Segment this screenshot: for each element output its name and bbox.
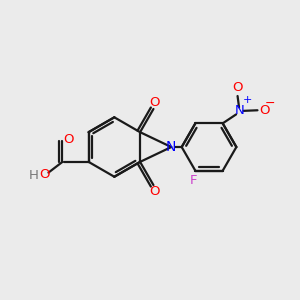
Text: O: O (259, 104, 270, 117)
Text: F: F (190, 174, 198, 187)
Text: O: O (39, 169, 50, 182)
Text: O: O (150, 185, 160, 198)
Text: −: − (265, 97, 275, 110)
Text: O: O (64, 133, 74, 146)
Text: +: + (243, 95, 252, 106)
Text: H: H (29, 169, 38, 182)
Text: N: N (235, 104, 245, 117)
Text: O: O (150, 96, 160, 109)
Text: N: N (166, 140, 176, 154)
Text: O: O (232, 82, 243, 94)
